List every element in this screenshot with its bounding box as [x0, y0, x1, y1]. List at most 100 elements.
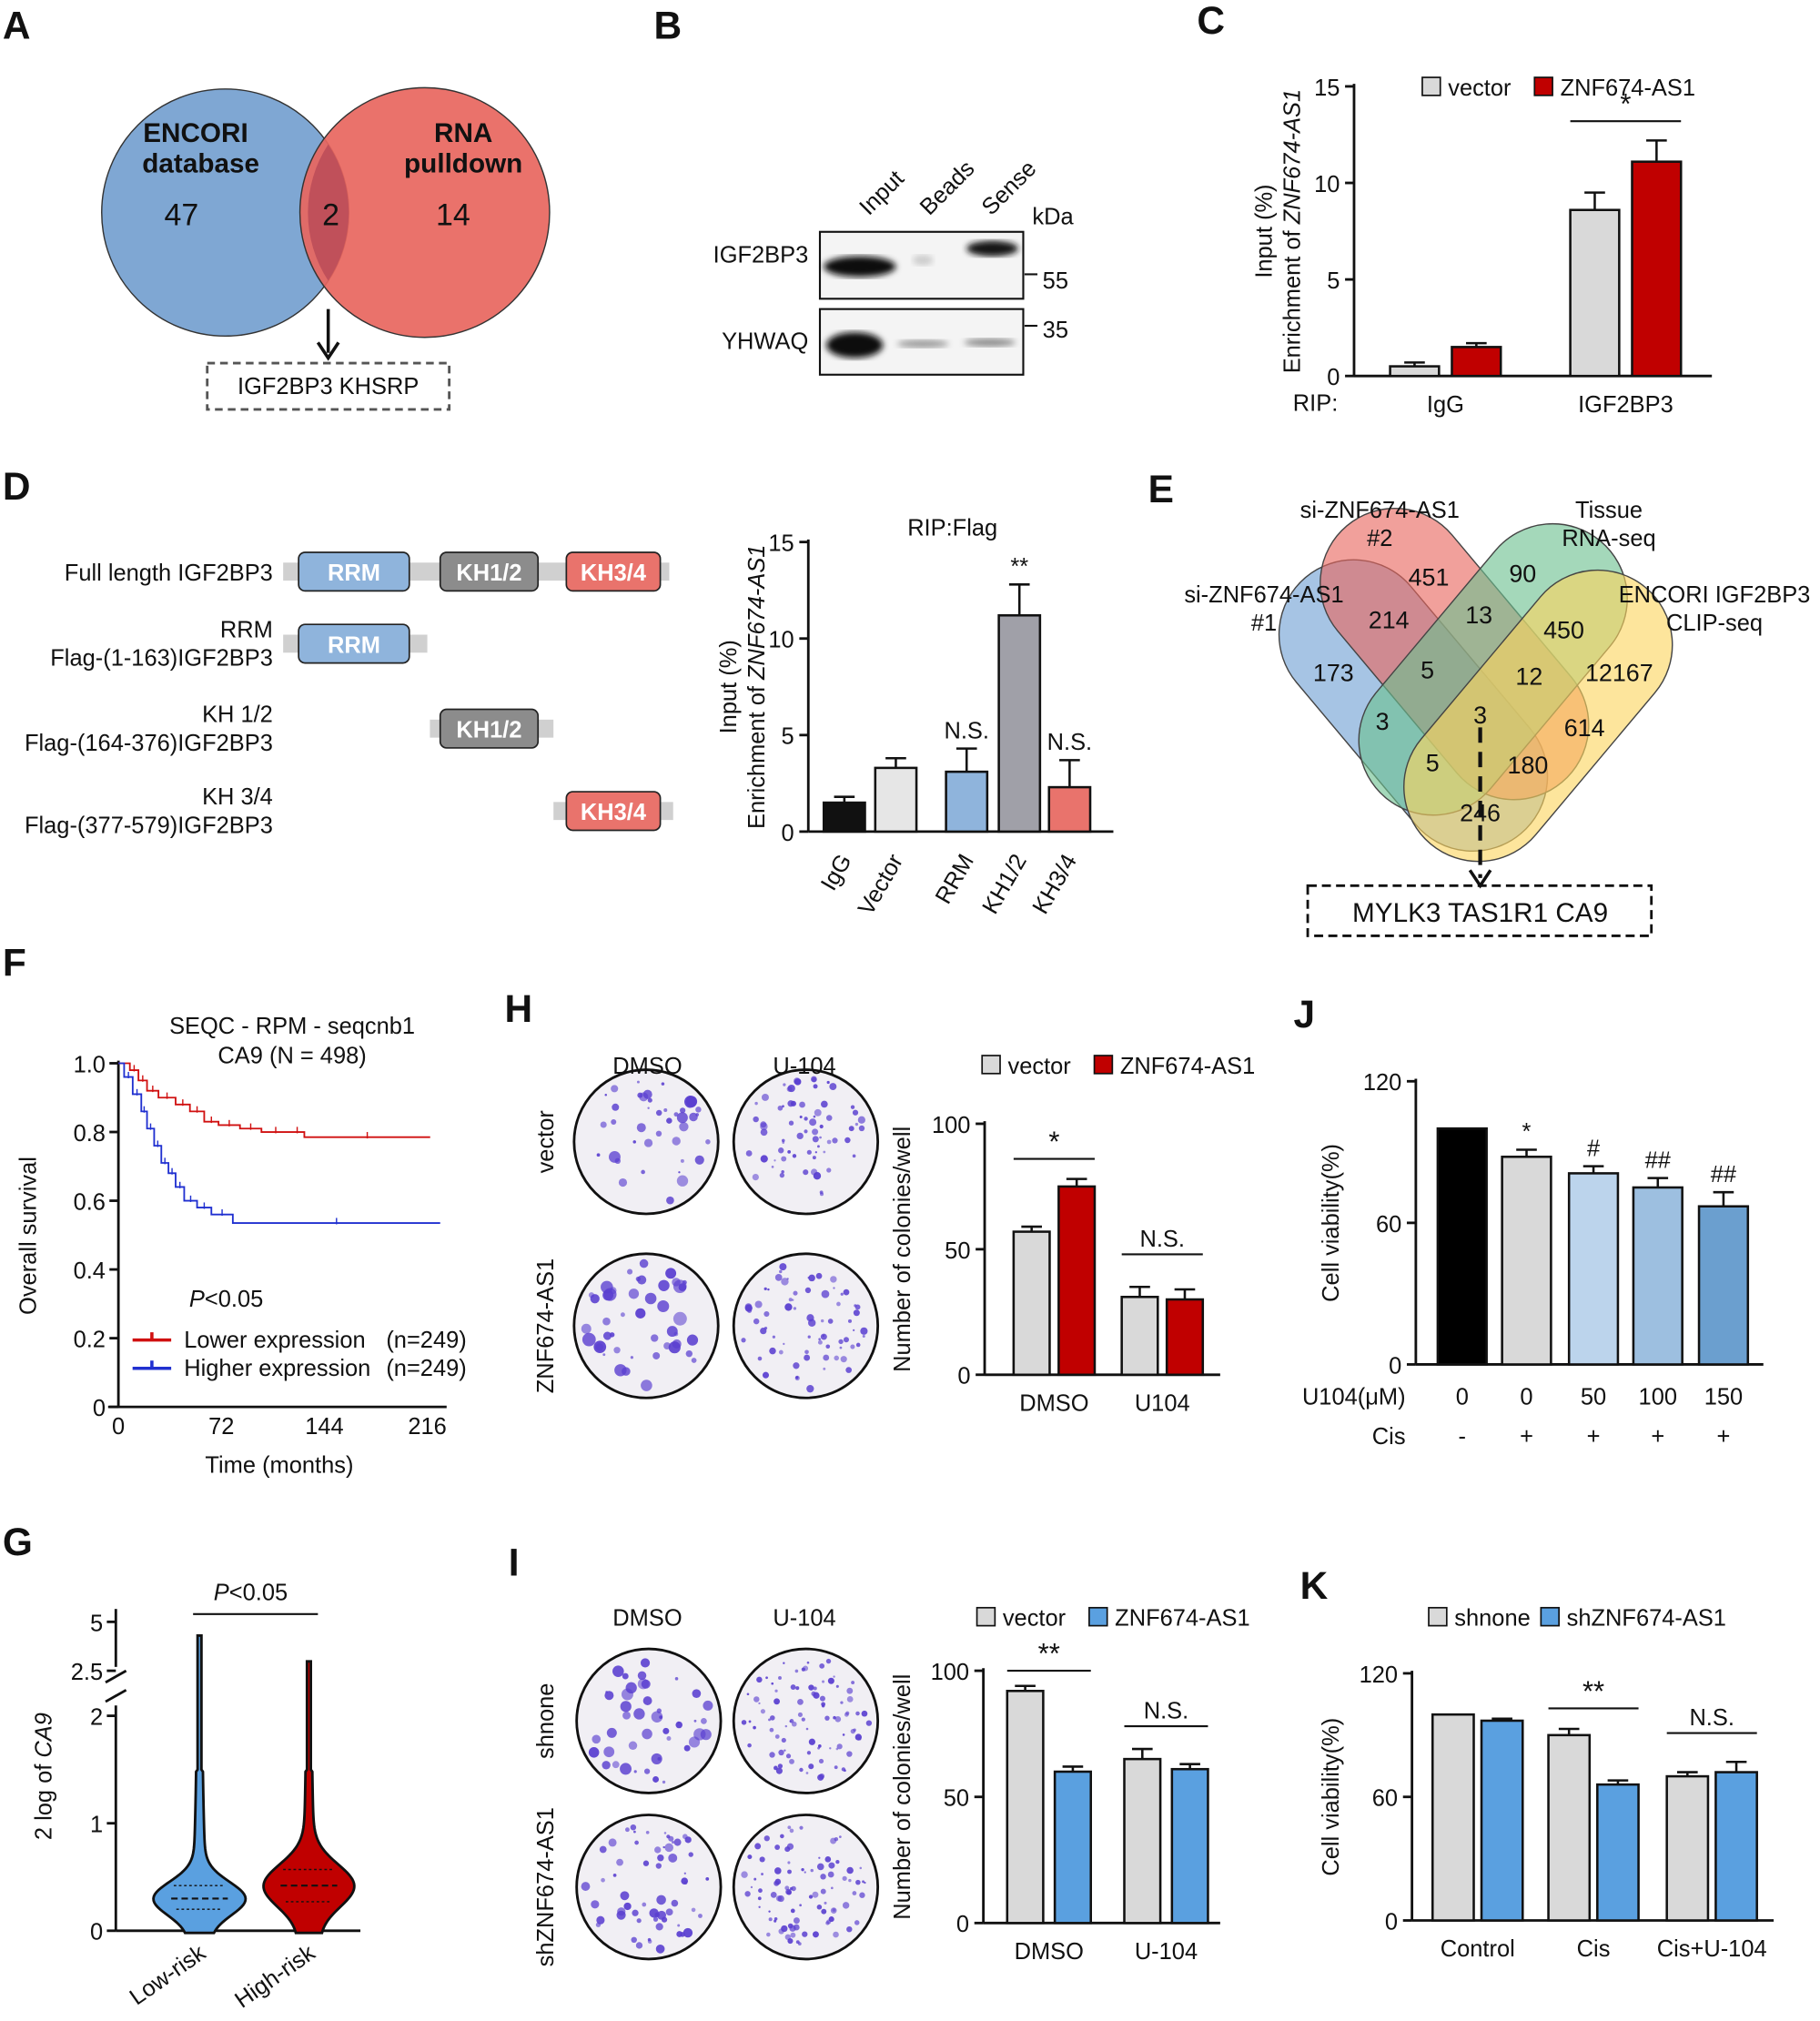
legend-label: vector	[1448, 76, 1512, 101]
colony	[603, 1746, 615, 1758]
y-tick-label: 15	[1314, 76, 1340, 101]
colony	[604, 1691, 614, 1701]
colony	[802, 1931, 808, 1937]
bar-KH3/4-RIP:Flag	[1047, 785, 1092, 834]
violin-low-risk	[152, 1633, 248, 1935]
colony	[817, 1145, 820, 1148]
set-label-tissue-2: RNA-seq	[1562, 526, 1655, 551]
colony	[851, 1681, 855, 1684]
colony	[784, 1749, 786, 1752]
colony	[775, 1895, 783, 1902]
colony	[819, 1695, 825, 1702]
y-tick-label: 5	[782, 724, 794, 750]
colony	[741, 1871, 748, 1878]
colony	[778, 1349, 784, 1355]
colony	[758, 1888, 763, 1894]
survival-curve-higher	[118, 1062, 440, 1225]
colony	[774, 1734, 780, 1739]
colony	[823, 1150, 826, 1154]
blot-label-yhwaq: YHWAQ	[722, 328, 808, 354]
y-axis-label: Input (%)	[716, 640, 742, 733]
colony	[813, 1084, 818, 1089]
colony	[794, 1669, 799, 1673]
h-col-u104: U-104	[773, 1054, 835, 1079]
legend-label: vector	[1003, 1606, 1067, 1632]
colony	[834, 1355, 840, 1361]
significance-label: N.S.	[944, 718, 988, 743]
colony	[774, 1867, 782, 1874]
significance-label: *	[1048, 1126, 1059, 1157]
colony	[695, 1106, 702, 1113]
colony	[774, 1274, 783, 1281]
colony	[649, 1908, 659, 1918]
bar-Cis+U-104-shnone	[1665, 1774, 1710, 1922]
colony	[774, 1916, 778, 1921]
row-value: 0	[1456, 1384, 1469, 1410]
colony	[668, 1853, 678, 1863]
colony	[778, 1749, 784, 1756]
venn-region-count: 173	[1313, 659, 1354, 686]
colony	[763, 1310, 770, 1318]
bar-Cis+U-104-shZNF674-AS1	[1714, 1771, 1758, 1922]
colony	[799, 1101, 805, 1108]
colony	[823, 1367, 826, 1370]
colony	[787, 1861, 791, 1864]
i-row-shznf: shZNF674-AS1	[533, 1807, 559, 1966]
colony	[793, 1290, 798, 1296]
colony	[705, 1876, 710, 1881]
colony	[774, 1919, 777, 1923]
construct-label: Full length IGF2BP3	[65, 561, 273, 586]
colony	[810, 1868, 814, 1873]
colony	[790, 1932, 796, 1938]
panel-label-k: K	[1300, 1564, 1329, 1607]
colony	[679, 1122, 689, 1132]
colony	[745, 1150, 753, 1157]
venn-region-count: 3	[1473, 702, 1487, 729]
colony	[768, 1718, 771, 1722]
colony	[795, 1940, 800, 1945]
colony	[677, 1924, 681, 1927]
colony	[666, 1196, 674, 1205]
i-row-shnone: shnone	[533, 1683, 559, 1759]
colony	[806, 1661, 810, 1664]
colony	[659, 1715, 663, 1719]
colony	[681, 1877, 689, 1885]
colony	[753, 1877, 757, 1881]
colony	[846, 1687, 854, 1694]
venn-right-label-2: pulldown	[404, 149, 522, 179]
colony	[819, 1662, 825, 1669]
colony	[684, 1096, 697, 1108]
result-box	[1306, 884, 1653, 937]
colony	[625, 1682, 637, 1694]
colony	[831, 1886, 834, 1890]
colony	[784, 1885, 790, 1891]
colony	[664, 1843, 673, 1853]
colony	[777, 1763, 784, 1769]
colony	[767, 1288, 770, 1291]
colony	[813, 1115, 816, 1118]
colony	[671, 1841, 675, 1844]
colony-plate	[732, 1814, 880, 1961]
colony	[852, 1154, 856, 1158]
colony	[792, 1298, 794, 1301]
plate-dish	[732, 1252, 880, 1400]
colony	[824, 1855, 832, 1863]
colony-plate	[732, 1647, 880, 1794]
bar-IGF2BP3-ZNF674-AS1	[1631, 160, 1683, 378]
x-tick-label: Cis	[1577, 1936, 1611, 1962]
colony	[636, 1123, 646, 1133]
colony	[811, 1168, 818, 1176]
colony	[804, 1129, 808, 1134]
venn-region-count: 180	[1508, 752, 1549, 779]
colony	[645, 1830, 650, 1834]
venn-left-count: 47	[165, 198, 199, 233]
bar-1-Cell viability	[1501, 1156, 1552, 1366]
marker-55: 55	[1043, 268, 1068, 294]
colony	[600, 1121, 607, 1128]
violin-high-risk	[262, 1660, 356, 1935]
panel-i-bar-chart: 0 50 100 DMSO U-104 ** N.S. vector ZNF674-AS1 Num…	[890, 1606, 1250, 1965]
y-tick-label: 1	[90, 1813, 103, 1838]
colony	[829, 1083, 837, 1091]
colony	[641, 1379, 652, 1391]
construct-label: KH 3/4	[202, 784, 273, 810]
